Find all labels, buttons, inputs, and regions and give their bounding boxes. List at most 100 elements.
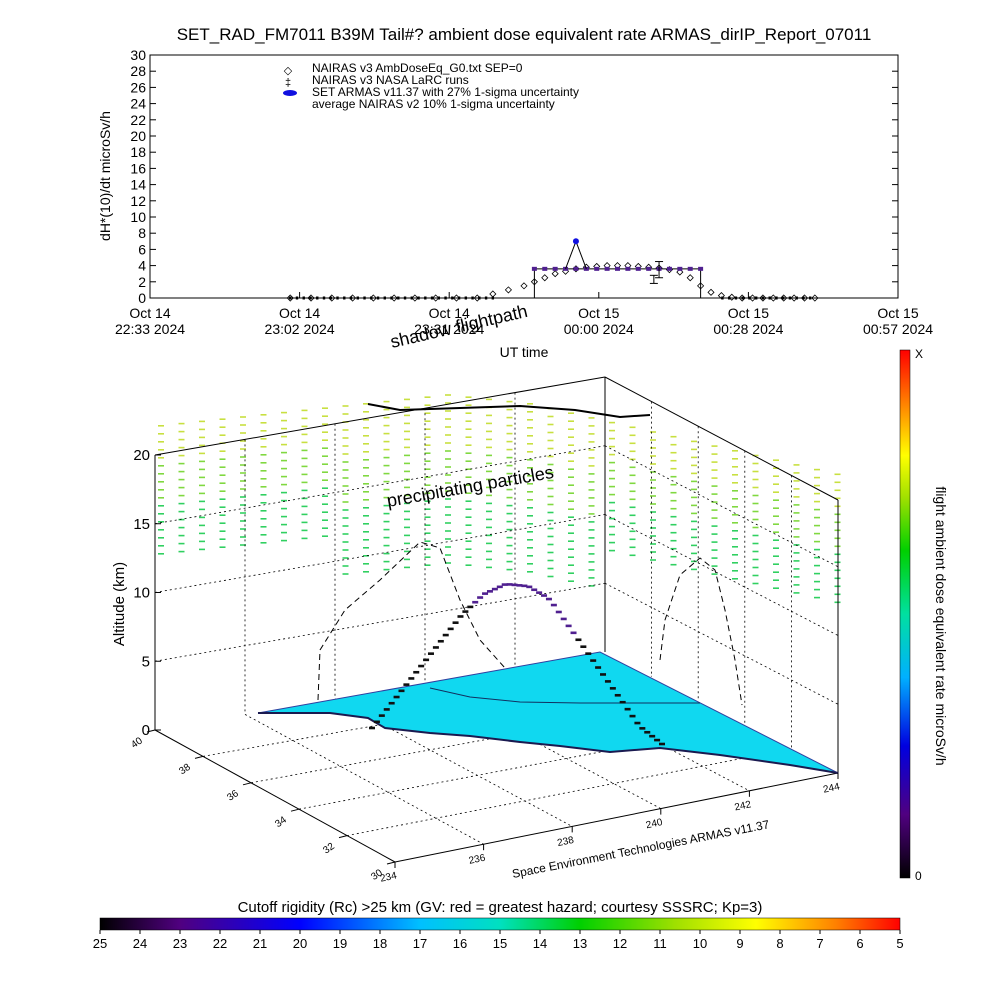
flight-profile-point	[629, 714, 636, 718]
nairas-v3-baseline-point	[809, 296, 812, 300]
x-tick-label-date: Oct 15	[728, 305, 769, 321]
flight-profile-point	[427, 652, 434, 655]
flight-profile-point	[590, 659, 597, 662]
nairas-v3-baseline-point	[356, 296, 359, 300]
y-tick-label: 14	[130, 177, 146, 193]
rigidity-colorbar-gradient	[99, 917, 901, 931]
latitude-tick-mark	[386, 861, 396, 865]
nairas-v3-baseline-point	[316, 296, 319, 300]
nairas-v3-baseline-point	[383, 296, 386, 300]
nairas-v3-baseline-point	[464, 296, 468, 300]
nairas-v3-point	[686, 274, 694, 282]
flight-profile-point	[550, 603, 557, 607]
flight-profile-point	[477, 596, 484, 599]
shadow-flightpath-top	[367, 403, 651, 419]
legend-entry-1: NAIRAS v3 NASA LaRC runs	[312, 73, 469, 87]
box-frame	[154, 376, 839, 863]
altitude-tick-label: 15	[133, 516, 150, 533]
y-axis-label: dH*(10)/dt microSv/h	[97, 111, 113, 241]
flight-profile-point	[580, 645, 587, 648]
rigidity-tick-label: 5	[896, 936, 903, 951]
legend: ◇ NAIRAS v3 AmbDoseEq_G0.txt SEP=0 ‡ NAI…	[283, 61, 579, 111]
flight-profile-point	[654, 738, 661, 742]
nairas-v3-point	[286, 294, 294, 302]
legend-entry-3: average NAIRAS v2 10% 1-sigma uncertaint…	[312, 97, 555, 111]
rigidity-tick-label: 9	[736, 936, 743, 951]
armas-point	[542, 266, 548, 271]
flight-profile-point	[659, 742, 665, 746]
flight-profile-point	[570, 631, 577, 635]
chart-title: SET_RAD_FM7011 B39M Tail#? ambient dose …	[177, 25, 872, 44]
flight-profile-point	[482, 592, 489, 595]
nairas-v3-point	[707, 288, 715, 296]
rigidity-tick-label: 14	[533, 936, 547, 951]
nairas-v3-baseline-point	[741, 296, 744, 300]
flight-profile-point	[467, 605, 474, 609]
y-tick-label: 30	[130, 47, 146, 63]
nairas-v3-point	[738, 294, 746, 302]
y-tick-label: 0	[138, 290, 146, 306]
altitude-ticks: 0 5 10 15 20	[133, 447, 161, 739]
nairas-v3-point	[520, 282, 528, 290]
latitude-tick-mark	[290, 808, 300, 812]
flight-profile-point	[575, 638, 582, 642]
nairas-v3-baseline-point	[727, 296, 731, 300]
flight-profile-point	[541, 594, 548, 597]
shadow-flightpath-right	[659, 557, 743, 706]
grid-floor-lon	[346, 748, 792, 836]
flight-profile-point	[373, 720, 380, 724]
legend-armas-marker	[283, 90, 297, 96]
y-tick-label: 16	[130, 160, 146, 176]
x-tick-label-date: Oct 15	[578, 305, 619, 321]
rigidity-tick-label: 23	[173, 936, 187, 951]
nairas-v3-baseline-point	[457, 296, 461, 300]
flight-profile	[369, 583, 665, 746]
x-tick-label-time: 22:33 2024	[115, 321, 185, 337]
legend-entry-2: SET ARMAS v11.37 with 27% 1-sigma uncert…	[312, 85, 579, 99]
flight-profile-point	[413, 670, 420, 674]
nairas-v3-baseline-point	[768, 296, 771, 300]
flight-profile-point	[418, 664, 425, 668]
grid-altitude-back	[154, 445, 606, 525]
altitude-tick-label: 0	[142, 722, 150, 739]
nairas-v3-point	[307, 294, 315, 302]
x-tick-label-date: Oct 14	[429, 305, 470, 321]
rigidity-tick-label: 15	[493, 936, 507, 951]
rigidity-tick-label: 20	[293, 936, 307, 951]
nairas-v3-baseline-point	[390, 296, 393, 300]
nairas-v3-point	[759, 294, 767, 302]
flight-profile-point	[614, 693, 621, 697]
rigidity-tick-label: 6	[856, 936, 863, 951]
flight-profile-point	[526, 585, 533, 589]
y-tick-label: 4	[138, 258, 146, 274]
timeseries-plot-frame	[149, 54, 899, 299]
nairas-v3-baseline-point	[349, 296, 353, 300]
grid-floor-lon	[250, 700, 699, 784]
armas-step-line	[533, 268, 702, 298]
flight-profile-point	[437, 639, 444, 643]
latitude-tick-label: 34	[273, 814, 289, 830]
rigidity-tick-label: 13	[573, 936, 587, 951]
flight-profile-point	[595, 666, 602, 669]
nairas-v3-baseline-point	[782, 296, 785, 300]
flight-profile-point	[423, 658, 430, 662]
flight-profile-point	[555, 610, 562, 614]
rigidity-tick-label: 24	[133, 936, 147, 951]
rigidity-tick-label: 19	[333, 936, 347, 951]
armas-point	[615, 266, 620, 271]
y-tick-label: 6	[138, 241, 146, 257]
flight-profile-point	[501, 583, 508, 586]
timeseries-marks	[286, 238, 819, 302]
y-tick-label: 8	[138, 225, 146, 241]
flight-profile-point	[560, 617, 567, 621]
nairas-v3-point	[728, 293, 736, 301]
nairas-v3-baseline-point	[343, 296, 346, 300]
armas-point	[687, 266, 693, 271]
flight-profile-point	[545, 597, 552, 601]
rigidity-tick-label: 17	[413, 936, 427, 951]
nairas-v3-baseline-point	[302, 296, 305, 300]
rigidity-tick-label: 12	[613, 936, 627, 951]
legend-symbol-0: ◇	[284, 65, 293, 77]
